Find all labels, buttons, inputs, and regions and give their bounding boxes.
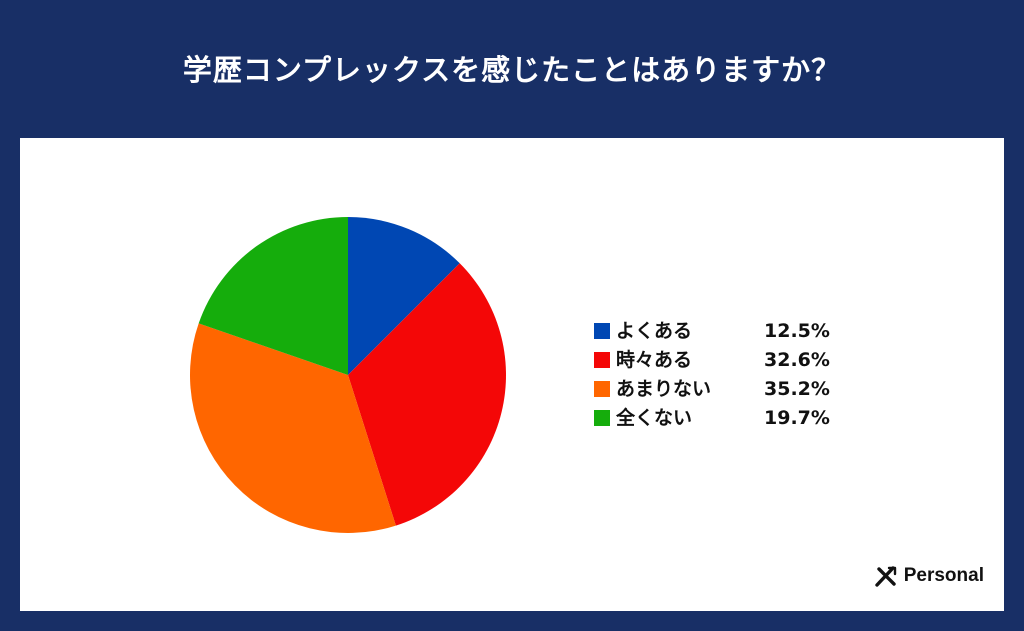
legend-label-sometimes: 時々ある [616,349,693,371]
legend-item-sometimes: 時々ある 32.6% [594,346,854,375]
brand-logo: Personal [874,561,984,591]
legend-label-rarely: あまりない [616,378,712,400]
legend: よくある 12.5% 時々ある 32.6% あまりない 35.2% 全くない 1… [594,317,854,433]
pie-slice-rarely [189,323,396,533]
brand-name: Personal [903,565,984,586]
legend-swatch-never [594,410,610,426]
legend-item-rarely: あまりない 35.2% [594,375,854,404]
chart-panel: よくある 12.5% 時々ある 32.6% あまりない 35.2% 全くない 1… [20,138,1004,611]
legend-swatch-sometimes [594,352,610,368]
legend-item-often: よくある 12.5% [594,317,854,346]
page-title: 学歴コンプレックスを感じたことはありますか？ [182,53,842,87]
legend-label-often: よくある [616,320,693,342]
legend-value-sometimes: 32.6% [764,349,830,371]
legend-value-never: 19.7% [764,407,830,429]
pie-chart [189,217,506,533]
pie-slice-sometimes [348,263,506,526]
legend-value-rarely: 35.2% [764,378,830,400]
legend-swatch-often [594,323,610,339]
legend-label-never: 全くない [616,407,693,429]
x-mark-icon [875,566,896,587]
legend-item-never: 全くない 19.7% [594,404,854,433]
pie-slice-often [348,217,460,375]
legend-value-often: 12.5% [764,320,830,342]
pie-slice-never [198,217,348,375]
legend-swatch-rarely [594,381,610,397]
